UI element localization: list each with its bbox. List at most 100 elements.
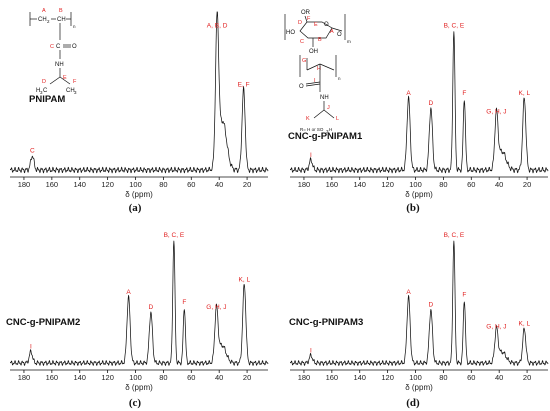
peak-label: B, C, E [444, 232, 465, 239]
x-tick-label: 120 [101, 180, 114, 189]
sample-name-a: PNIPAM [29, 94, 65, 105]
cnc-label-l: L [336, 116, 339, 122]
peak-label: I [30, 344, 32, 351]
x-tick-label: 80 [159, 180, 167, 189]
cnc-graft-chain3 [319, 63, 335, 71]
cnc-ring-o: O [324, 22, 329, 28]
cnc-amide-co1 [305, 81, 321, 85]
cnc-bridge [331, 27, 343, 32]
x-tick-label: 120 [381, 180, 394, 189]
peak-label: D [149, 304, 154, 311]
peak-label: F [462, 90, 466, 97]
spectrum-line [289, 240, 549, 366]
sample-name-b: CNC-g-PNIPAM1 [288, 131, 363, 142]
cnc-amide-co2 [305, 83, 321, 87]
peak-label: G, H, J [486, 109, 506, 116]
x-tick-label: 180 [18, 180, 31, 189]
cnc-oh: OH [309, 49, 318, 55]
pnipam-label-a: A [42, 8, 46, 14]
x-tick-label: 100 [129, 180, 142, 189]
pnipam-ch3-sub: 3 [74, 90, 77, 95]
x-tick-label: 140 [73, 180, 86, 189]
x-tick-label: 140 [353, 180, 366, 189]
cnc-iso-left [313, 109, 325, 119]
spectrum-line [289, 31, 549, 174]
x-axis-label: δ (ppm) [405, 190, 433, 199]
pnipam-label-d: D [42, 79, 46, 85]
pnipam-nh: NH [55, 62, 64, 68]
peak-label: E, F [238, 81, 250, 88]
cnc-nh: NH [320, 95, 329, 101]
peak-label: K, L [519, 321, 531, 328]
cnc-label-b: B [318, 37, 322, 43]
pnipam-label-b: B [59, 8, 63, 14]
peak-label: B, C, E [164, 232, 185, 239]
cnc-or-bond [304, 15, 308, 23]
x-tick-label: 60 [467, 180, 475, 189]
peak-label: A [126, 289, 131, 296]
x-axis-label: δ (ppm) [125, 383, 153, 392]
x-tick-label: 160 [326, 180, 339, 189]
cnc-n: n [338, 76, 341, 81]
x-tick-label: 160 [46, 180, 59, 189]
pnipam-carbonyl-o: O [72, 44, 77, 50]
x-tick-label: 180 [298, 373, 311, 382]
x-tick-label: 140 [353, 373, 366, 382]
spectrum-line [9, 11, 269, 174]
x-axis-label: δ (ppm) [125, 190, 153, 199]
x-tick-label: 100 [409, 180, 422, 189]
x-tick-label: 80 [159, 373, 167, 382]
x-tick-label: 120 [381, 373, 394, 382]
cnc-ho: HO [286, 30, 295, 36]
peak-label: A [406, 90, 411, 97]
x-tick-label: 180 [298, 180, 311, 189]
cnc-carbonyl-o: O [299, 84, 304, 90]
cnc-r-note-sub: 3 [326, 129, 329, 134]
pnipam-branch-right [59, 76, 71, 85]
x-tick-label: 20 [243, 180, 251, 189]
panel-caption-d: (d) [406, 397, 420, 409]
cnc-label-k: K [306, 116, 310, 122]
cnc-label-e: E [314, 22, 318, 28]
cnc-label-d: D [298, 20, 302, 26]
x-tick-label: 40 [495, 180, 503, 189]
cnc-bridge-o: O [337, 32, 342, 38]
cnc-label-a: A [330, 29, 334, 35]
cnc-label-c: C [300, 39, 304, 45]
pnipam-ch2-sub: 2 [47, 19, 50, 24]
x-tick-label: 60 [187, 180, 195, 189]
peak-label: D [429, 302, 434, 309]
x-tick-label: 20 [243, 373, 251, 382]
x-tick-label: 20 [523, 180, 531, 189]
peak-label: F [462, 292, 466, 299]
x-tick-label: 20 [523, 373, 531, 382]
cnc-r-note: R= H or SO [300, 127, 324, 132]
pnipam-ch3: CH [66, 88, 75, 94]
peak-label: D [429, 100, 434, 107]
x-tick-label: 40 [495, 373, 503, 382]
pnipam-ch: CH [57, 17, 66, 23]
pnipam-label-f: F [73, 79, 77, 85]
pnipam-n: n [73, 24, 76, 29]
cnc-label-g: G [302, 58, 306, 64]
x-tick-label: 60 [187, 373, 195, 382]
panel-caption-b: (b) [406, 202, 420, 214]
x-tick-label: 120 [101, 373, 114, 382]
cnc-iso-right [323, 109, 335, 119]
cnc-label-i: I [314, 78, 316, 84]
peak-label: C [30, 148, 35, 155]
cnc-m: m [347, 39, 351, 44]
panel-caption-a: (a) [129, 202, 142, 214]
x-tick-label: 160 [326, 373, 339, 382]
peak-label: K, L [519, 90, 531, 97]
pnipam-branch-left [49, 76, 61, 85]
cnc-label-f: F [307, 16, 311, 22]
x-tick-label: 80 [439, 373, 447, 382]
pnipam-label-e: E [63, 75, 67, 81]
peak-label: I [310, 347, 312, 354]
peak-label: A, B, D [207, 22, 228, 29]
cnc-r-note-end: H [329, 127, 332, 132]
pnipam-h3c: H [36, 88, 40, 94]
pnipam-ch2: CH [38, 17, 47, 23]
